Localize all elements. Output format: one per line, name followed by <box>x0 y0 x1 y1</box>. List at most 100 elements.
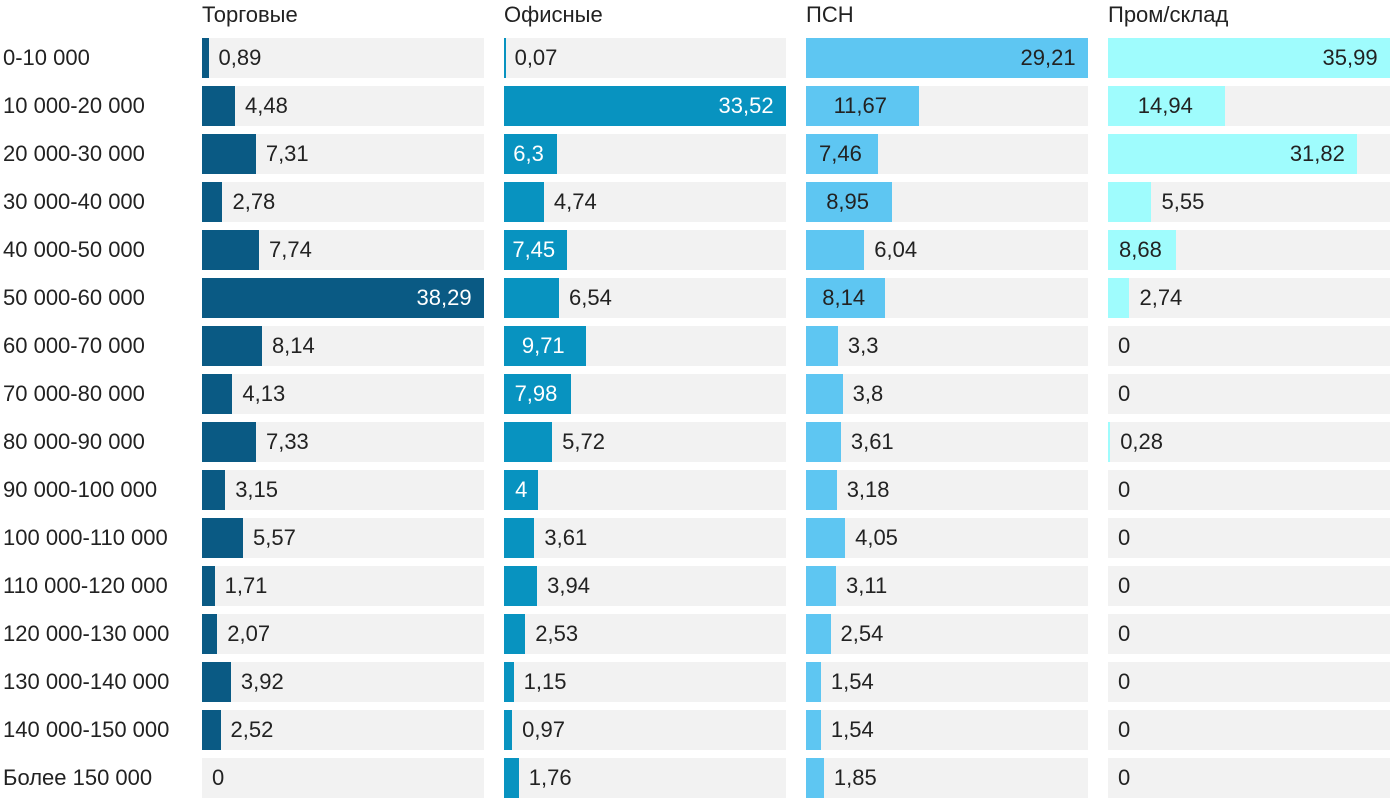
bar-track: 38,29 <box>202 278 484 318</box>
bar-1-4 <box>504 230 567 270</box>
bar-0-14 <box>202 710 221 750</box>
data-label-1-4: 7,45 <box>512 237 556 262</box>
bar-track: 1,15 <box>504 662 786 702</box>
data-label-3-2: 31,82 <box>1289 141 1345 166</box>
bar-track: 8,68 <box>1108 230 1390 270</box>
row-label-10: 100 000-110 000 <box>3 525 168 550</box>
data-label-2-5: 8,14 <box>822 285 866 310</box>
bar-2-13 <box>806 662 821 702</box>
data-label-3-3: 5,55 <box>1161 189 1205 214</box>
data-label-1-1: 33,52 <box>718 93 774 118</box>
bar-track: 3,11 <box>806 566 1088 606</box>
bar-track: 4,74 <box>504 182 786 222</box>
data-label-3-6: 0 <box>1118 333 1131 358</box>
bar-1-3 <box>504 182 544 222</box>
bar-2-5 <box>806 278 885 318</box>
data-label-0-11: 1,71 <box>224 573 268 598</box>
data-label-0-3: 2,78 <box>232 189 276 214</box>
bar-2-8 <box>806 422 841 462</box>
bar-2-7 <box>806 374 843 414</box>
row-label-14: 140 000-150 000 <box>3 717 170 742</box>
bar-1-2 <box>504 134 557 174</box>
bar-1-14 <box>504 710 513 750</box>
data-label-1-14: 0,97 <box>522 717 565 742</box>
bar-track: 0 <box>1108 710 1390 750</box>
bar-track: 8,95 <box>806 182 1088 222</box>
bar-track: 5,57 <box>202 518 484 558</box>
bar-track: 3,3 <box>806 326 1088 366</box>
data-label-3-15: 0 <box>1118 765 1131 790</box>
panel-title-3: Пром/склад <box>1108 2 1229 27</box>
bar-1-7 <box>504 374 572 414</box>
row-label-6: 60 000-70 000 <box>3 333 145 358</box>
data-label-1-3: 4,74 <box>553 189 597 214</box>
row-label-7: 70 000-80 000 <box>3 381 145 406</box>
data-label-2-2: 7,46 <box>819 141 862 166</box>
data-label-1-7: 7,98 <box>514 381 558 406</box>
bar-2-11 <box>806 566 837 606</box>
bar-track: 1,54 <box>806 662 1088 702</box>
data-label-1-6: 9,71 <box>521 333 565 358</box>
data-label-3-14: 0 <box>1118 717 1131 742</box>
data-label-0-7: 4,13 <box>242 381 286 406</box>
data-label-0-0: 0,89 <box>218 45 262 70</box>
row-label-2: 20 000-30 000 <box>3 141 145 166</box>
data-label-0-13: 3,92 <box>240 669 284 694</box>
bar-3-2 <box>1108 134 1358 174</box>
bar-track: 2,52 <box>202 710 484 750</box>
bar-track: 6,54 <box>504 278 786 318</box>
data-label-0-4: 7,74 <box>269 237 312 262</box>
data-label-1-8: 5,72 <box>562 429 605 454</box>
bar-1-10 <box>504 518 535 558</box>
data-label-3-9: 0 <box>1118 477 1131 502</box>
bar-track: 7,46 <box>806 134 1088 174</box>
bar-track: 33,52 <box>504 86 786 126</box>
data-label-2-14: 1,54 <box>830 717 874 742</box>
data-label-2-15: 1,85 <box>833 765 877 790</box>
bar-0-11 <box>202 566 215 606</box>
data-label-1-10: 3,61 <box>544 525 588 550</box>
bar-track: 0 <box>1108 518 1390 558</box>
data-label-0-1: 4,48 <box>244 93 288 118</box>
data-label-3-8: 0,28 <box>1120 429 1164 454</box>
bar-track: 1,71 <box>202 566 484 606</box>
row-label-15: Более 150 000 <box>3 765 153 790</box>
data-label-1-9: 4 <box>515 477 528 502</box>
bar-2-9 <box>806 470 837 510</box>
bar-track: 3,92 <box>202 662 484 702</box>
data-label-0-6: 8,14 <box>271 333 315 358</box>
bar-0-3 <box>202 182 223 222</box>
row-label-8: 80 000-90 000 <box>3 429 145 454</box>
bar-0-1 <box>202 86 235 126</box>
row-label-5: 50 000-60 000 <box>3 285 145 310</box>
bar-1-15 <box>504 758 519 798</box>
bar-0-4 <box>202 230 259 270</box>
bar-track: 14,94 <box>1108 86 1390 126</box>
data-label-3-7: 0 <box>1118 381 1131 406</box>
bar-0-13 <box>202 662 231 702</box>
bar-2-1 <box>806 86 919 126</box>
data-label-2-7: 3,8 <box>852 381 884 406</box>
bar-0-0 <box>202 38 209 78</box>
bar-1-5 <box>504 278 560 318</box>
bar-track: 5,55 <box>1108 182 1390 222</box>
bar-track: 0 <box>1108 374 1390 414</box>
bar-2-15 <box>806 758 824 798</box>
data-label-1-5: 6,54 <box>569 285 612 310</box>
bar-2-4 <box>806 230 865 270</box>
data-label-1-15: 1,76 <box>528 765 572 790</box>
row-label-12: 120 000-130 000 <box>3 621 170 646</box>
bar-track: 7,74 <box>202 230 484 270</box>
bar-track: 35,99 <box>1108 38 1390 78</box>
bar-3-1 <box>1108 86 1226 126</box>
bar-track: 11,67 <box>806 86 1088 126</box>
bar-0-6 <box>202 326 262 366</box>
data-label-1-0: 0,07 <box>514 45 558 70</box>
bar-track: 1,54 <box>806 710 1088 750</box>
data-label-0-10: 5,57 <box>253 525 296 550</box>
bar-3-0 <box>1108 38 1390 78</box>
bar-track: 0 <box>1108 758 1390 798</box>
bar-track: 4,05 <box>806 518 1088 558</box>
bar-track: 3,61 <box>504 518 786 558</box>
